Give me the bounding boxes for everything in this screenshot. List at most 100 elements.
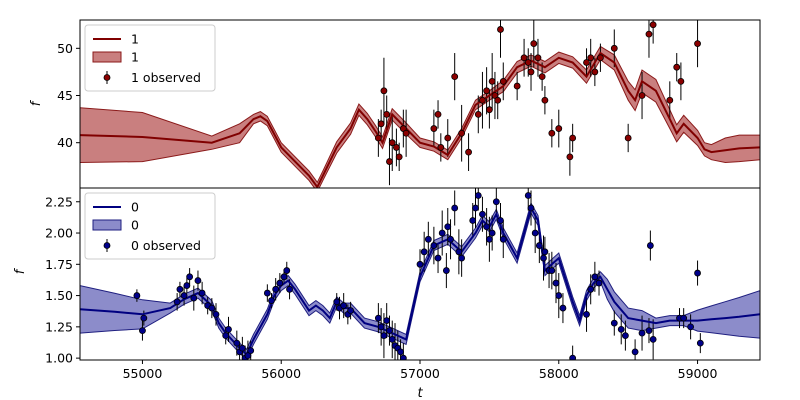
bottom-observed-point (416, 260, 424, 268)
bottom-observed-point (208, 304, 216, 312)
bottom-observed-point (173, 298, 181, 306)
top-observed-point (555, 125, 563, 132)
bottom-legend-point-swatch (103, 242, 111, 249)
top-y-tick-label: 45 (57, 88, 73, 103)
x-axis: 55000 56000 57000 58000 59000 (123, 360, 717, 381)
top-observed-point (534, 54, 542, 62)
bottom-observed-point (424, 235, 432, 243)
bottom-y-tick-label: 1.00 (45, 351, 73, 366)
bottom-observed-point (638, 329, 646, 337)
bottom-observed-point (548, 267, 556, 274)
bottom-observed-point (458, 254, 466, 262)
top-y-axis-label: f (29, 99, 44, 106)
bottom-observed-point (222, 332, 230, 340)
bottom-observed-point (397, 348, 404, 356)
top-uncertainty-band (80, 45, 760, 188)
bottom-observed-point (474, 192, 482, 199)
top-observed-point (374, 134, 382, 142)
top-observed-point (483, 87, 491, 95)
bottom-y-tick-label: 1.25 (45, 319, 73, 334)
bottom-observed-point (399, 354, 407, 360)
top-observed-point (499, 77, 507, 85)
bottom-y-tick-label: 1.50 (45, 288, 73, 303)
bottom-observed-point (497, 217, 504, 224)
bottom-observed-point (499, 235, 507, 243)
top-observed-point (694, 40, 701, 47)
top-legend-box (84, 24, 216, 92)
bottom-observed-point (485, 235, 493, 243)
top-panel: 40 45 50 f 1 1 1 observed (29, 19, 761, 189)
bottom-observed-point (438, 229, 446, 237)
bottom-observed-point (420, 248, 428, 256)
top-observed-point (527, 68, 535, 76)
bottom-observed-point (280, 273, 288, 281)
top-observed-point (383, 110, 391, 118)
bottom-observed-point (472, 204, 479, 212)
top-observed-point (451, 73, 459, 81)
bottom-observed-point (687, 323, 695, 331)
top-observed-point (548, 129, 556, 137)
top-observed-point (479, 96, 486, 104)
top-observed-point (666, 96, 674, 104)
top-legend: 1 1 1 observed (84, 24, 216, 92)
bottom-observed-point (447, 235, 454, 243)
bottom-observed-point (276, 279, 284, 287)
bottom-observed-point (244, 352, 252, 360)
top-legend-point-swatch (103, 74, 111, 81)
bottom-observed-point (469, 217, 477, 224)
bottom-observed-point (540, 254, 547, 262)
top-observed-point (524, 59, 532, 66)
bottom-observed-point (524, 192, 532, 199)
bottom-observed-point (535, 242, 543, 249)
top-legend-band-swatch (92, 51, 122, 63)
bottom-legend: 0 0 0 observed (84, 192, 216, 260)
bottom-observed-point (527, 204, 535, 212)
bottom-observed-point (383, 317, 391, 324)
bottom-observed-point (617, 325, 625, 333)
bottom-observed-point (696, 339, 704, 347)
top-observed-point (388, 139, 396, 147)
bottom-observed-point (492, 198, 500, 206)
bottom-observed-point (591, 273, 599, 281)
bottom-observed-point (198, 289, 206, 297)
bottom-legend-box (84, 192, 216, 260)
bottom-observed-point (610, 319, 618, 327)
bottom-observed-point (444, 223, 452, 231)
bottom-legend-band-swatch (92, 219, 122, 231)
bottom-observed-point (140, 314, 148, 322)
top-observed-point (437, 144, 445, 151)
bottom-observed-point (646, 242, 654, 249)
top-observed-point (380, 87, 388, 95)
bottom-observed-point (263, 289, 271, 297)
bottom-legend-band-label: 0 (131, 218, 139, 233)
bottom-legend-points-label: 0 observed (131, 238, 201, 253)
top-observed-point (583, 59, 590, 66)
top-observed-point (377, 120, 385, 128)
bottom-observed-point (631, 348, 639, 356)
bottom-y-tick-label: 2.25 (45, 194, 73, 209)
bottom-observed-point (286, 285, 293, 293)
top-observed-point (569, 134, 577, 142)
x-tick-label: 57000 (400, 366, 440, 381)
bottom-observed-point (283, 267, 291, 274)
top-observed-point (530, 40, 538, 47)
bottom-observed-point (583, 310, 590, 318)
bottom-observed-point (212, 310, 220, 318)
bottom-observed-point (190, 294, 198, 302)
top-observed-point (474, 110, 482, 118)
top-observed-point (393, 144, 400, 151)
top-observed-point (513, 82, 521, 90)
bottom-observed-point (340, 302, 348, 309)
x-tick-label: 55000 (123, 366, 163, 381)
top-observed-point (395, 153, 403, 161)
bottom-observed-point (139, 327, 146, 335)
top-observed-point (434, 110, 442, 118)
bottom-observed-point (268, 297, 275, 304)
bottom-observed-point (559, 304, 567, 312)
bottom-observed-point (621, 332, 629, 340)
bottom-observed-point (183, 282, 191, 289)
bottom-observed-point (238, 344, 246, 352)
bottom-observed-point (388, 335, 396, 343)
top-observed-point (520, 54, 528, 62)
bottom-observed-point (595, 279, 603, 287)
